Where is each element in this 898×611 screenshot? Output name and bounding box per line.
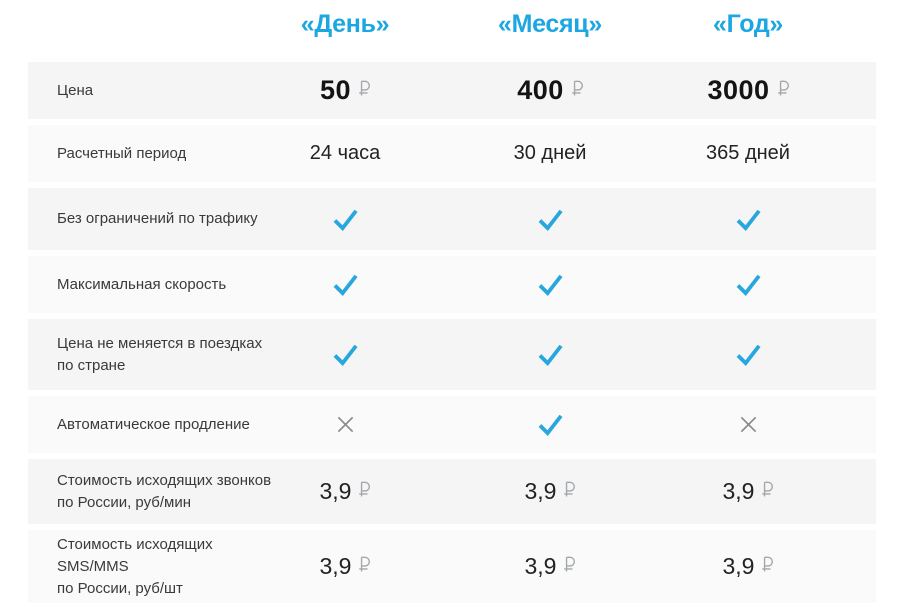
price-cell-day: 3,9 bbox=[265, 459, 425, 524]
check-icon bbox=[538, 274, 563, 296]
check-icon bbox=[538, 344, 563, 366]
column-header-day: «День» bbox=[300, 9, 390, 38]
ruble-icon bbox=[359, 80, 371, 96]
check-icon bbox=[538, 209, 563, 231]
ruble-icon bbox=[564, 556, 576, 572]
period-value: 24 часа bbox=[309, 142, 381, 164]
price-value: 3,9 bbox=[524, 553, 557, 579]
check-icon bbox=[736, 274, 761, 296]
price-value: 400 bbox=[517, 75, 564, 105]
table-row-price: Цена 50 400 3000 bbox=[28, 62, 876, 119]
price-cell-month: 3,9 bbox=[470, 459, 630, 524]
feature-cell-year bbox=[668, 256, 828, 313]
price-cell-year: 3,9 bbox=[668, 459, 828, 524]
check-icon bbox=[333, 344, 358, 366]
cross-icon bbox=[337, 416, 353, 433]
feature-cell-month bbox=[470, 188, 630, 250]
feature-cell-month bbox=[470, 319, 630, 390]
price-cell-day: 50 bbox=[265, 62, 425, 119]
feature-cell-day bbox=[265, 396, 425, 453]
row-label: Максимальная скорость bbox=[57, 275, 227, 293]
row-label: Стоимость исходящих звонков по России, р… bbox=[57, 471, 272, 511]
period-value: 30 дней bbox=[513, 142, 587, 164]
row-label: Без ограничений по трафику bbox=[57, 210, 258, 227]
column-header-year: «Год» bbox=[712, 9, 784, 38]
check-icon bbox=[333, 274, 358, 296]
ruble-icon bbox=[572, 80, 583, 96]
table-row-billing-period: Расчетный период 24 часа 30 дней 365 дне… bbox=[28, 125, 876, 182]
ruble-icon bbox=[359, 556, 371, 572]
period-cell-day: 24 часа bbox=[265, 125, 425, 182]
price-cell-year: 3,9 bbox=[668, 530, 828, 603]
row-label: Расчетный период bbox=[57, 144, 187, 162]
column-header-month: «Месяц» bbox=[498, 9, 602, 38]
price-value: 3000 bbox=[707, 75, 770, 105]
price-value: 3,9 bbox=[722, 478, 755, 504]
ruble-icon bbox=[762, 481, 774, 497]
table-row-call-cost: Стоимость исходящих звонков по России, р… bbox=[28, 459, 876, 524]
table-row-sms-cost: Стоимость исходящих SMS/MMS по России, р… bbox=[28, 530, 876, 603]
check-icon bbox=[538, 414, 563, 436]
period-cell-month: 30 дней bbox=[470, 125, 630, 182]
price-value: 3,9 bbox=[524, 478, 557, 504]
price-cell-month: 400 bbox=[470, 62, 630, 119]
row-label: Стоимость исходящих SMS/MMS по России, р… bbox=[57, 535, 213, 597]
ruble-icon bbox=[359, 481, 371, 497]
table-row-unlimited-traffic: Без ограничений по трафику bbox=[28, 188, 876, 250]
check-icon bbox=[736, 209, 761, 231]
ruble-icon bbox=[762, 556, 774, 572]
price-value: 3,9 bbox=[319, 478, 352, 504]
check-icon bbox=[333, 209, 358, 231]
feature-cell-year bbox=[668, 188, 828, 250]
feature-cell-day bbox=[265, 319, 425, 390]
period-cell-year: 365 дней bbox=[668, 125, 828, 182]
price-value: 3,9 bbox=[319, 553, 352, 579]
price-value: 3,9 bbox=[722, 553, 755, 579]
table-row-max-speed: Максимальная скорость bbox=[28, 256, 876, 313]
feature-cell-day bbox=[265, 188, 425, 250]
row-label: Цена не меняется в поездках по стране bbox=[57, 334, 263, 374]
table-row-auto-renewal: Автоматическое продление bbox=[28, 396, 876, 453]
ruble-icon bbox=[777, 80, 789, 96]
feature-cell-month bbox=[470, 396, 630, 453]
feature-cell-day bbox=[265, 256, 425, 313]
price-cell-day: 3,9 bbox=[265, 530, 425, 603]
cross-icon bbox=[740, 416, 756, 433]
price-cell-month: 3,9 bbox=[470, 530, 630, 603]
period-value: 365 дней bbox=[706, 142, 790, 164]
price-cell-year: 3000 bbox=[668, 62, 828, 119]
ruble-icon bbox=[564, 481, 576, 497]
tariff-table: Цена 50 400 3000 Расчетный период 24 час… bbox=[28, 62, 876, 603]
check-icon bbox=[736, 344, 761, 366]
row-label: Автоматическое продление bbox=[57, 415, 250, 433]
feature-cell-month bbox=[470, 256, 630, 313]
feature-cell-year bbox=[668, 319, 828, 390]
table-row-price-fixed-travel: Цена не меняется в поездках по стране bbox=[28, 319, 876, 390]
price-value: 50 bbox=[319, 75, 352, 105]
feature-cell-year bbox=[668, 396, 828, 453]
row-label: Цена bbox=[57, 81, 94, 99]
